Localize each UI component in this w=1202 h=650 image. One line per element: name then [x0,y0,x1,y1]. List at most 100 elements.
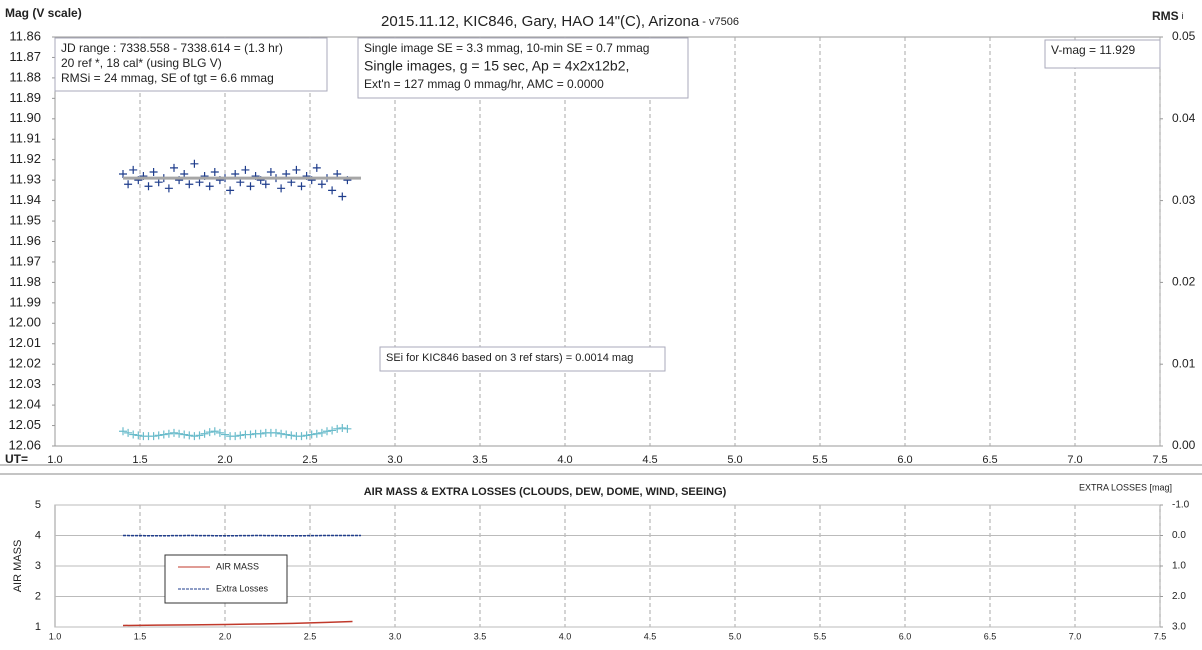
data-point [317,180,326,189]
y-tick-label: 5 [35,499,41,511]
x-tick-label: 1.0 [49,631,62,641]
data-point [338,424,347,433]
x-tick-label: 1.5 [132,454,147,466]
data-point [149,167,158,176]
x-tick-label: 2.0 [217,454,232,466]
x-tick-label: 7.0 [1069,631,1082,641]
x-tick-label: 7.0 [1067,454,1082,466]
y-tick-label: 11.93 [9,172,41,187]
x-tick-label: 5.5 [812,454,827,466]
x-tick-label: 1.5 [134,631,147,641]
x-tick-label: 5.0 [727,454,742,466]
annotation-text: V-mag = 11.929 [1051,43,1135,57]
data-point [261,180,270,189]
x-tick-label: 5.5 [814,631,827,641]
y2-tick-label: 0.0 [1172,530,1186,541]
data-point [317,428,326,437]
y-tick-label: 12.00 [8,315,41,330]
y2-tick-label: 2.0 [1172,591,1186,602]
y2-tick-label: 3.0 [1172,622,1186,633]
x-tick-label: 4.0 [559,631,572,641]
data-point [226,186,235,195]
data-point [272,428,280,437]
x-tick-label: 3.0 [387,454,402,466]
data-point [129,430,138,439]
y2-tick-label: 0.05 [1172,29,1196,43]
data-point [236,431,245,440]
data-point [343,424,352,433]
data-point [185,431,194,440]
data-point [287,431,296,440]
x-axis-label: UT= [5,452,28,466]
y-tick-label: 11.98 [9,274,41,289]
annotation-text: Single images, g = 15 sec, Ap = 4x2x12b2… [364,58,629,74]
data-point [119,427,127,436]
annotation-text: JD range : 7338.558 - 7338.614 = (1.3 hr… [61,41,283,55]
annotation-box [1044,39,1161,69]
data-point [266,167,275,176]
y2-tick-label: 0.00 [1172,438,1196,452]
x-tick-label: 4.0 [557,454,572,466]
data-point [297,432,306,441]
y-tick-label: 12.01 [8,335,41,350]
data-point [215,428,224,437]
data-point [124,180,133,189]
data-point [246,430,255,439]
data-point [221,430,229,439]
y-tick-label: 12.05 [8,417,41,432]
y-tick-label: 4 [35,529,41,541]
legend-label: AIR MASS [216,561,259,571]
data-point [124,428,133,437]
y-axis-label: Mag (V scale) [5,6,82,20]
legend-label: Extra Losses [216,583,269,593]
y-axis-label: AIR MASS [12,540,24,593]
data-point [205,428,214,437]
y2-tick-label: -1.0 [1172,500,1190,511]
y-tick-label: 11.94 [9,192,41,207]
y2-tick-label: 0.04 [1172,111,1196,125]
data-point [190,159,199,168]
data-point [282,430,291,439]
data-point [307,430,316,439]
y2-label-sub: i [1182,11,1184,21]
data-point [328,426,337,435]
y-tick-label: 11.97 [9,253,41,268]
x-tick-label: 3.5 [472,454,487,466]
data-point [256,429,265,438]
data-point [312,429,321,438]
y2-tick-label: 0.02 [1172,275,1196,289]
x-tick-label: 4.5 [642,454,657,466]
x-tick-label: 6.5 [982,454,997,466]
y-tick-label: 11.88 [9,69,41,84]
y2-axis-label: EXTRA LOSSES [mag] [1079,482,1172,492]
data-point [205,182,214,191]
y-tick-label: 11.90 [9,110,41,125]
annotation-text: Ext'n = 127 mmag 0 mmag/hr, AMC = 0.0000 [364,77,604,91]
y2-tick-label: 1.0 [1172,561,1186,572]
y2-axis-label: RMS i [1152,9,1184,23]
y-tick-label: 12.04 [8,397,41,412]
annotation-box [379,346,666,372]
legend-box [164,554,288,604]
x-tick-label: 7.5 [1152,454,1167,466]
data-point [323,427,331,436]
y-tick-label: 11.95 [9,212,41,227]
data-point [190,432,199,441]
chart-title: 2015.11.12, KIC846, Gary, HAO 14"(C), Ar… [381,13,739,30]
data-point [277,429,286,438]
data-point [328,186,337,195]
x-tick-label: 5.0 [729,631,742,641]
data-point [277,184,286,193]
data-point [154,431,163,440]
data-point [164,429,173,438]
x-tick-label: 2.5 [302,454,317,466]
y-tick-label: 11.86 [9,28,41,43]
data-point [333,424,342,433]
data-point [312,163,321,172]
chart-title: AIR MASS & EXTRA LOSSES (CLOUDS, DEW, DO… [364,486,727,498]
y-tick-label: 11.91 [9,131,41,146]
data-point [159,430,168,439]
data-point [210,427,219,436]
x-tick-label: 2.5 [304,631,317,641]
